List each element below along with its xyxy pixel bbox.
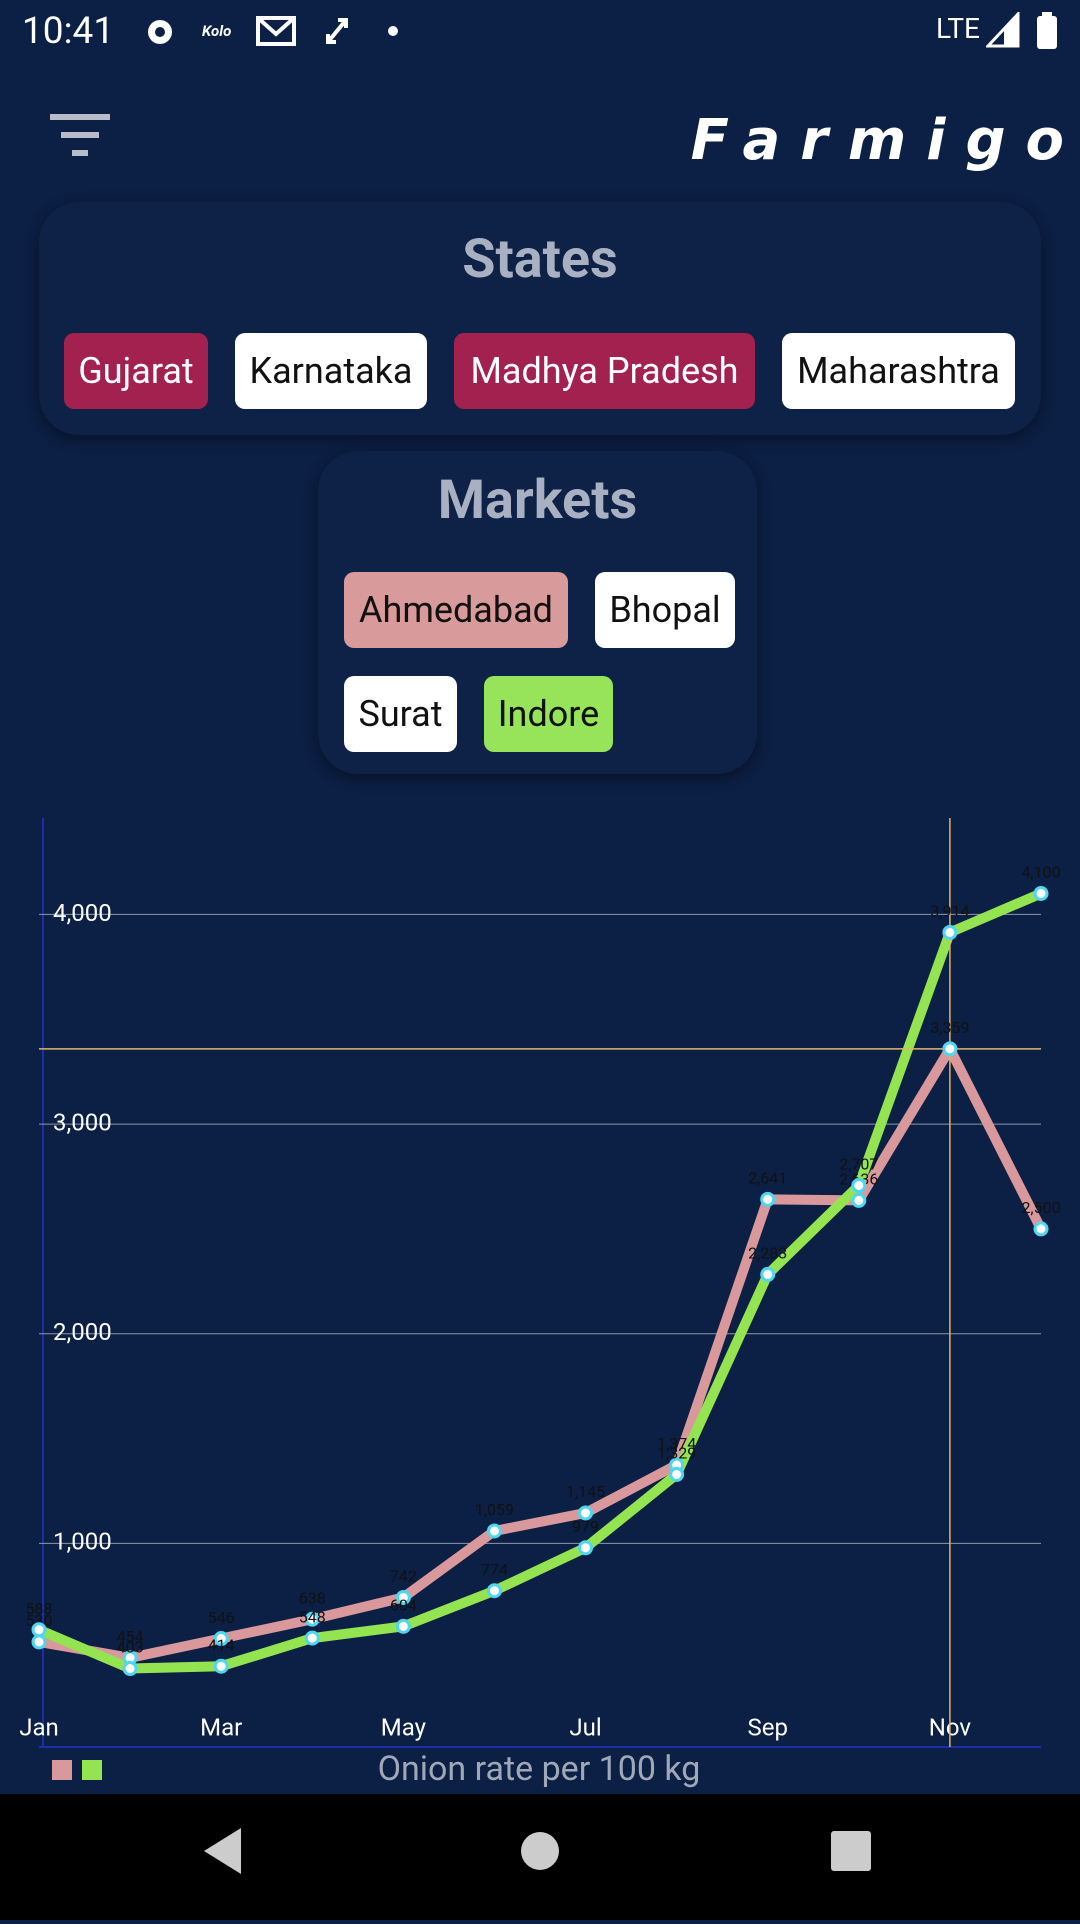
signal-icon [986, 12, 1020, 48]
status-bar: 10:41 Kolo LTE [0, 0, 1080, 62]
market-chip[interactable]: Surat [344, 676, 457, 752]
data-point [31, 1634, 47, 1650]
value-label: 774 [481, 1560, 508, 1579]
data-point [1033, 1221, 1049, 1237]
value-label: 1,059 [475, 1500, 514, 1519]
data-point [31, 1622, 47, 1638]
data-point [942, 1041, 958, 1057]
y-tick-label: 4,000 [53, 899, 112, 927]
states-card: States Gujarat Karnataka Madhya Pradesh Mah… [39, 202, 1041, 435]
network-label: LTE [936, 12, 980, 45]
data-point [578, 1505, 594, 1521]
value-label: 454 [117, 1627, 144, 1646]
clock: 10:41 [22, 10, 115, 53]
market-chip[interactable]: Ahmedabad [344, 572, 568, 648]
data-point [304, 1630, 320, 1646]
state-chip[interactable]: Maharashtra [782, 333, 1015, 409]
data-point [760, 1191, 776, 1207]
value-label: 1,145 [566, 1482, 605, 1501]
value-label: 4,100 [1021, 863, 1060, 882]
data-point [486, 1583, 502, 1599]
value-label: 742 [390, 1567, 417, 1586]
y-tick-label: 1,000 [53, 1528, 112, 1556]
expand-icon [326, 18, 348, 44]
data-point [395, 1618, 411, 1634]
value-label: 530 [26, 1611, 53, 1630]
value-label: 638 [299, 1588, 326, 1607]
chart-title: Onion rate per 100 kg [378, 1749, 701, 1789]
recents-button[interactable] [831, 1831, 871, 1871]
value-label: 2,707 [839, 1155, 878, 1174]
series-line [38, 1043, 1046, 1663]
filter-button[interactable] [48, 112, 114, 160]
x-tick-label: Mar [200, 1713, 242, 1741]
brand-title: Farmigo [690, 108, 1080, 173]
value-label: 403 [117, 1638, 144, 1657]
settings-icon [148, 20, 172, 44]
data-point [851, 1192, 867, 1208]
value-label: 3,359 [930, 1018, 969, 1037]
states-title: States [462, 228, 618, 291]
data-point [213, 1631, 229, 1647]
x-tick-label: Sep [748, 1713, 788, 1741]
data-point [760, 1266, 776, 1282]
value-label: 1,374 [657, 1434, 696, 1453]
nav-bar [0, 1794, 1080, 1920]
data-point [942, 924, 958, 940]
back-button[interactable] [204, 1828, 241, 1874]
data-point [851, 1178, 867, 1194]
data-point [486, 1523, 502, 1539]
battery-icon [1037, 12, 1057, 49]
markets-card: Markets Ahmedabad Bhopal Surat Indore [318, 451, 757, 774]
dot-icon [388, 26, 398, 36]
data-point [669, 1466, 685, 1482]
data-point [213, 1658, 229, 1674]
value-label: 2,641 [748, 1169, 787, 1188]
data-point [395, 1589, 411, 1605]
markets-title: Markets [437, 469, 638, 532]
mail-icon [256, 16, 296, 46]
value-label: 979 [572, 1517, 599, 1536]
home-button[interactable] [521, 1832, 559, 1870]
value-label: 2,283 [748, 1244, 787, 1263]
x-tick-label: May [381, 1713, 427, 1741]
data-point [122, 1661, 138, 1677]
market-chip[interactable]: Bhopal [595, 572, 735, 648]
value-label: 588 [26, 1599, 53, 1618]
data-point [578, 1540, 594, 1556]
value-label: 414 [208, 1635, 235, 1654]
state-chip[interactable]: Karnataka [235, 333, 427, 409]
data-point [1033, 885, 1049, 901]
legend-swatch [82, 1760, 102, 1780]
chart: Onion rate per 100 kg 1,000 2,000 3,000 4,0… [19, 818, 1061, 1789]
value-label: 548 [299, 1607, 326, 1626]
value-label: 2,500 [1021, 1198, 1060, 1217]
y-tick-label: 3,000 [53, 1108, 112, 1136]
value-label: 604 [390, 1596, 417, 1615]
x-tick-label: Jan [19, 1713, 59, 1741]
app-icon: Kolo [202, 22, 232, 40]
value-label: 546 [208, 1608, 235, 1627]
series-line [37, 888, 1043, 1674]
nav-buttons [204, 1828, 871, 1874]
state-chip[interactable]: Gujarat [64, 333, 208, 409]
state-chip[interactable]: Madhya Pradesh [454, 333, 755, 409]
y-tick-label: 2,000 [53, 1318, 112, 1346]
value-label: 3,914 [930, 902, 969, 921]
data-point [304, 1611, 320, 1627]
x-tick-label: Jul [569, 1713, 601, 1741]
market-chip[interactable]: Indore [484, 676, 613, 752]
value-label: 1,329 [657, 1444, 696, 1463]
legend-swatch [52, 1760, 72, 1780]
